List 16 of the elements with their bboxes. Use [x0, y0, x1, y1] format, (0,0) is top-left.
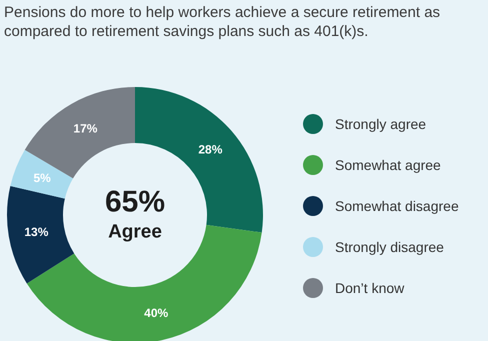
data-label: 28%	[198, 142, 223, 157]
donut-slice	[26, 224, 262, 341]
data-label: 5%	[34, 170, 52, 185]
text: 65%	[104, 186, 166, 218]
donut-slice	[10, 150, 74, 199]
legend-label: Don’t know	[335, 280, 406, 296]
data-label: 40%	[144, 306, 169, 320]
legend-label: Strongly agree	[335, 116, 426, 132]
legend-label: Somewhat disagree	[335, 198, 459, 214]
chart-title: Pensions do more to help workers achieve a secure retirement as compared to retirement savings plans such as 401(k)s.	[4, 4, 440, 40]
data-label: 17%	[73, 121, 98, 136]
data-label: 13%	[24, 224, 49, 239]
donut-slice	[7, 186, 74, 284]
legend-label: Somewhat agree	[335, 156, 442, 173]
legend-label: Strongly disagree	[335, 238, 444, 255]
text: Agree	[108, 222, 162, 243]
